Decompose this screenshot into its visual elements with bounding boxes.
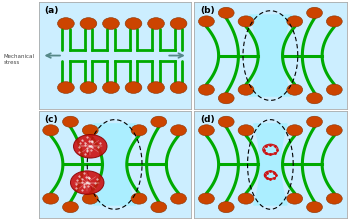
Circle shape — [198, 193, 214, 204]
Circle shape — [287, 193, 303, 204]
Circle shape — [287, 84, 303, 95]
Circle shape — [170, 82, 187, 94]
Circle shape — [198, 16, 214, 27]
Circle shape — [238, 16, 254, 27]
Text: (d): (d) — [200, 115, 215, 124]
Circle shape — [151, 116, 167, 127]
Circle shape — [327, 84, 342, 95]
Circle shape — [307, 116, 322, 127]
Circle shape — [218, 7, 234, 18]
Circle shape — [327, 125, 342, 136]
Circle shape — [125, 82, 142, 94]
Polygon shape — [254, 124, 287, 205]
Circle shape — [125, 18, 142, 29]
Circle shape — [238, 125, 254, 136]
Circle shape — [238, 84, 254, 95]
Circle shape — [198, 84, 214, 95]
Circle shape — [287, 16, 303, 27]
Circle shape — [307, 202, 322, 213]
Polygon shape — [93, 124, 136, 205]
Circle shape — [148, 18, 164, 29]
Text: (b): (b) — [200, 6, 215, 15]
Circle shape — [151, 202, 167, 213]
Circle shape — [63, 116, 78, 127]
Text: (a): (a) — [44, 6, 59, 15]
Circle shape — [82, 125, 98, 136]
Circle shape — [327, 16, 342, 27]
Text: Mechanical
stress: Mechanical stress — [4, 54, 35, 65]
Circle shape — [198, 125, 214, 136]
Circle shape — [218, 93, 234, 104]
Circle shape — [80, 18, 97, 29]
Circle shape — [103, 82, 119, 94]
Circle shape — [148, 82, 164, 94]
Circle shape — [170, 18, 187, 29]
Circle shape — [82, 193, 98, 204]
Circle shape — [131, 193, 147, 204]
Circle shape — [57, 18, 74, 29]
Circle shape — [43, 193, 58, 204]
Circle shape — [238, 193, 254, 204]
Circle shape — [171, 125, 187, 136]
Circle shape — [327, 193, 342, 204]
Circle shape — [307, 93, 322, 104]
Circle shape — [171, 193, 187, 204]
Text: (c): (c) — [44, 115, 58, 124]
Circle shape — [63, 202, 78, 213]
Circle shape — [103, 18, 119, 29]
Circle shape — [57, 82, 74, 94]
Circle shape — [43, 125, 58, 136]
Polygon shape — [249, 15, 292, 96]
Circle shape — [70, 171, 104, 194]
Circle shape — [287, 125, 303, 136]
Circle shape — [218, 202, 234, 213]
Circle shape — [80, 82, 97, 94]
Circle shape — [74, 135, 107, 158]
Circle shape — [307, 7, 322, 18]
Circle shape — [218, 116, 234, 127]
Circle shape — [131, 125, 147, 136]
